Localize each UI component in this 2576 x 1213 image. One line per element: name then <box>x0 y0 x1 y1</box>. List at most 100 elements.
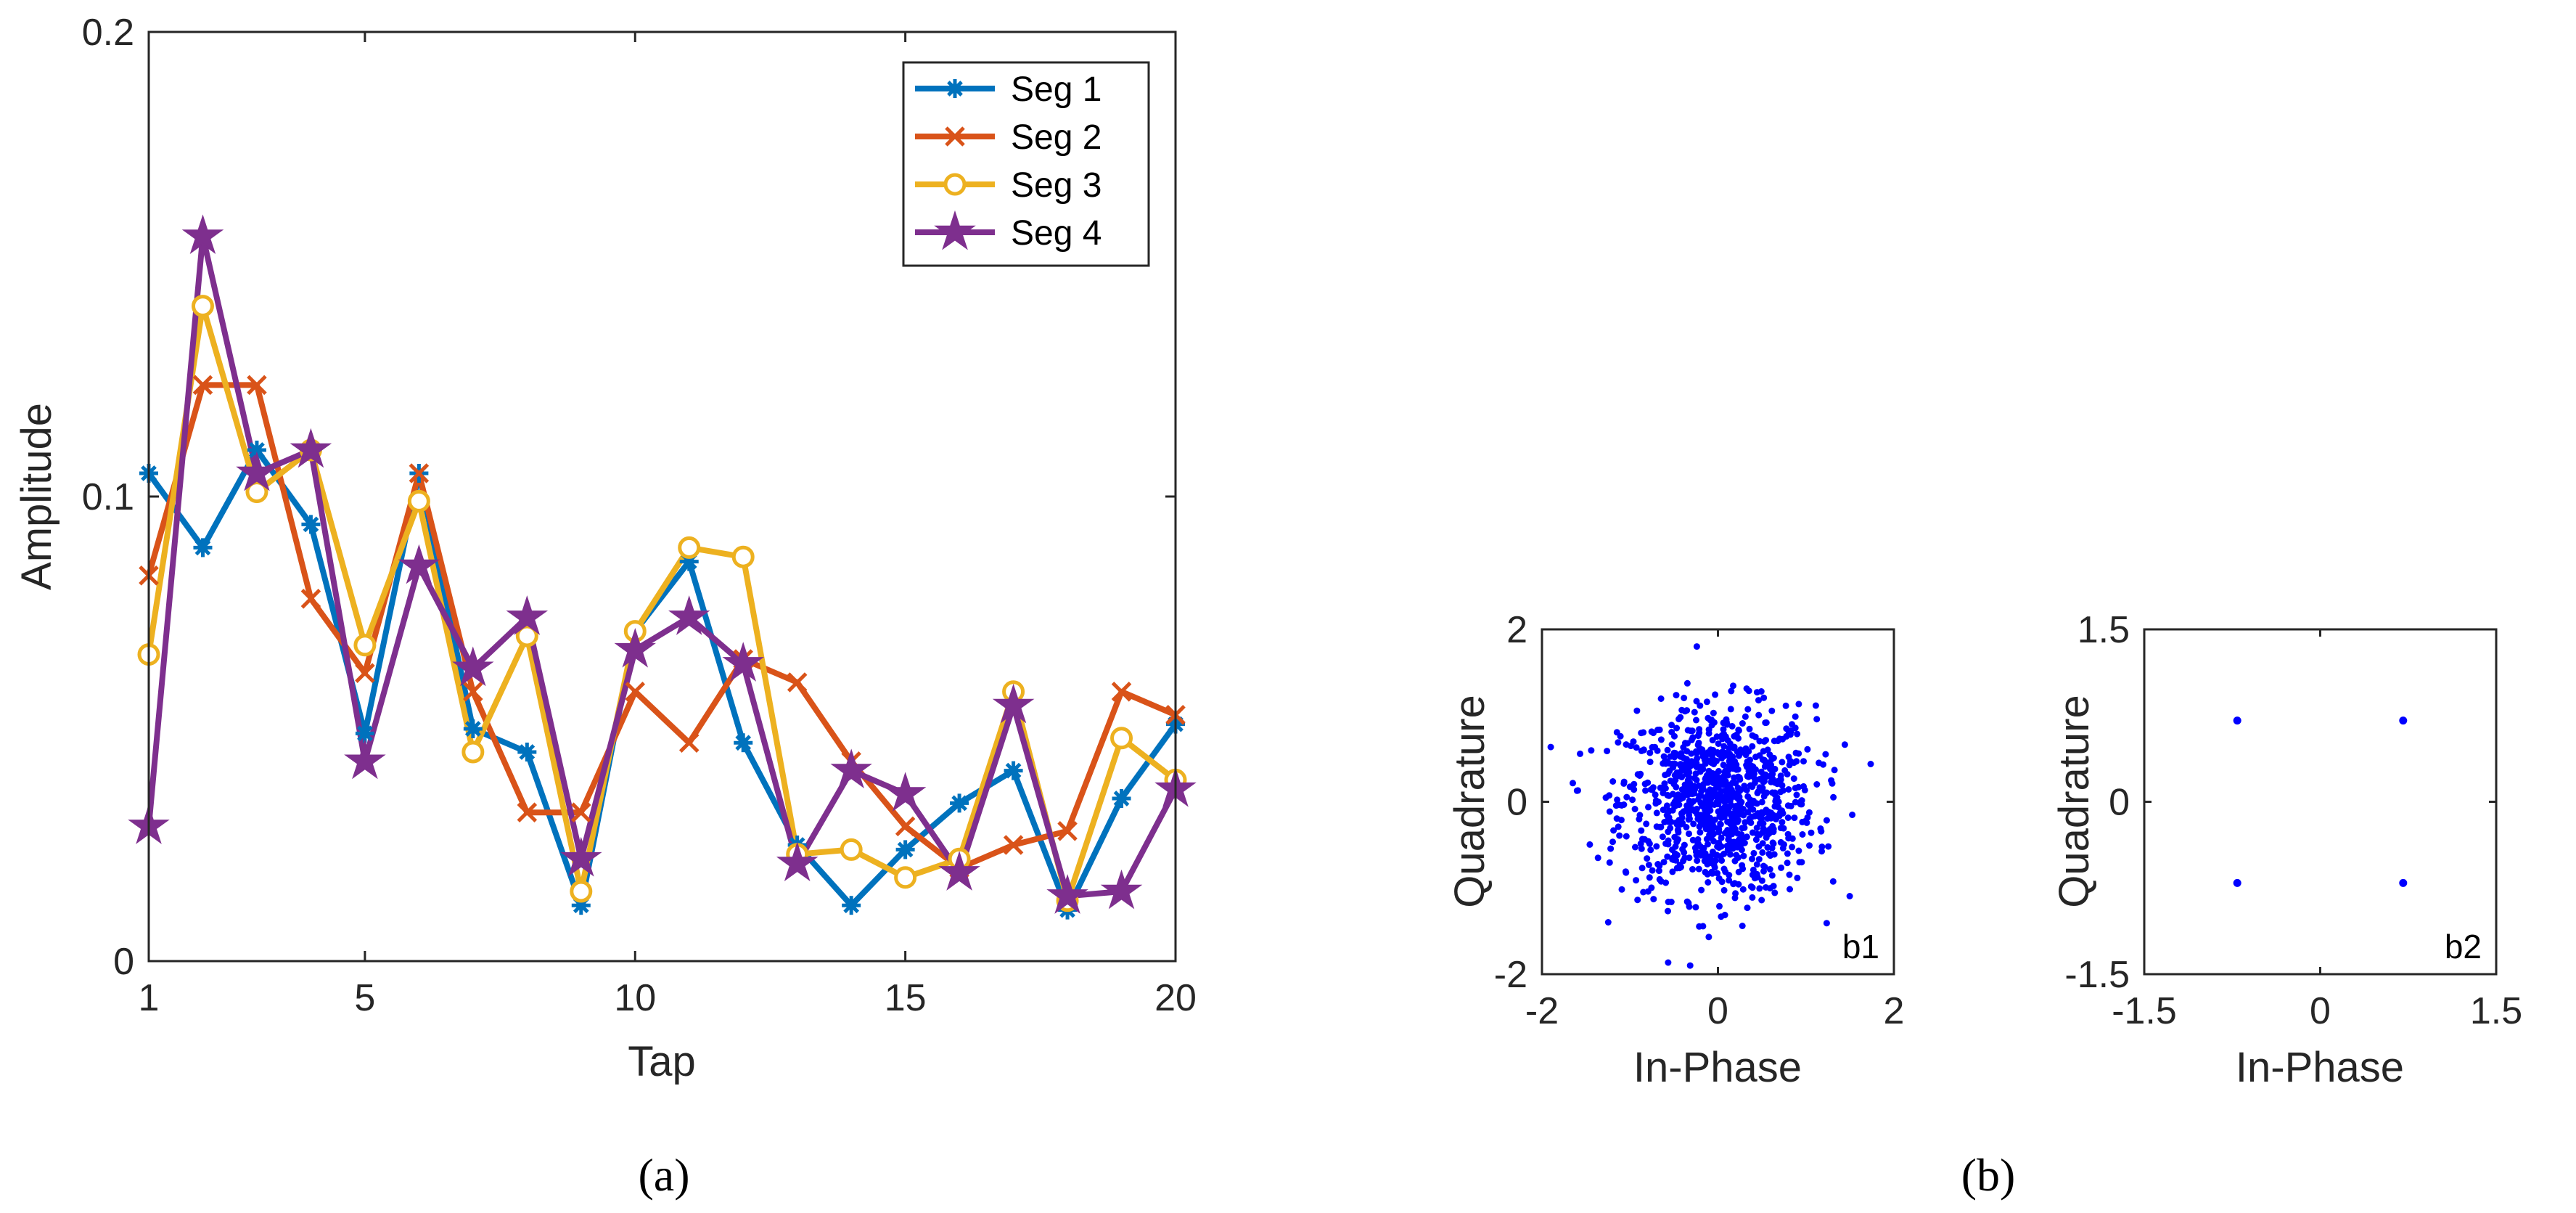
b1-point <box>1637 770 1644 777</box>
a-series-1-point <box>463 719 483 738</box>
a-series-2-point <box>409 463 430 483</box>
a-series-2-point-stroke <box>247 375 267 396</box>
b1-point <box>1686 830 1692 838</box>
panel-b1-axes-box <box>1541 628 1895 976</box>
b1-point <box>1794 874 1801 881</box>
b1-point <box>1763 719 1770 726</box>
a-series-1-point-core <box>197 542 208 553</box>
b1-point <box>1768 872 1776 879</box>
b1-point <box>1804 814 1811 821</box>
b1-point <box>1673 851 1681 859</box>
b1-point <box>1733 851 1740 859</box>
b1-point <box>1657 823 1665 830</box>
b1-point <box>1771 889 1779 897</box>
b1-point <box>1669 868 1676 875</box>
b1-point <box>1781 841 1787 848</box>
b1-point <box>1726 782 1734 789</box>
b1-point <box>1818 828 1825 835</box>
b1-point <box>1693 764 1700 771</box>
b1-point <box>1753 861 1760 868</box>
b1-point <box>1709 870 1716 877</box>
a-series-3-point <box>840 838 863 861</box>
panel-b2-axes-box <box>2143 628 2498 976</box>
b1-point <box>1699 818 1707 825</box>
b1-point <box>1638 865 1646 872</box>
b1-point <box>1697 702 1704 709</box>
b1-point <box>1620 778 1628 785</box>
b1-point <box>1704 856 1710 863</box>
b1-point <box>1758 877 1765 884</box>
b1-point <box>1734 795 1742 802</box>
b1-point <box>1787 886 1793 893</box>
b1-point <box>1694 836 1702 843</box>
b1-point <box>1710 838 1718 845</box>
b1-point <box>1612 802 1620 809</box>
b1-point <box>1784 850 1791 857</box>
b1-point <box>1776 735 1783 743</box>
b1-point <box>1801 786 1808 793</box>
b1-point <box>1650 896 1657 903</box>
a-series-4-point <box>992 683 1035 724</box>
a-series-2-point <box>571 802 591 822</box>
b1-point <box>1846 893 1853 899</box>
b1-point <box>1604 919 1612 926</box>
b1-point <box>1730 682 1736 690</box>
b1-point <box>1778 864 1785 871</box>
a-series-1-point <box>895 840 915 859</box>
b1-point <box>1726 762 1733 769</box>
b1-point <box>1786 871 1793 878</box>
panel-b2-tag: b2 <box>2445 928 2482 965</box>
b1-point <box>1795 701 1802 708</box>
b1-point <box>1680 785 1687 793</box>
b1-point <box>1813 716 1821 723</box>
b1-point <box>1731 743 1738 751</box>
panel-a-axes-box <box>147 30 1177 963</box>
panel-a-xlabel: Tap <box>628 1038 696 1085</box>
b1-point <box>1769 770 1776 777</box>
b1-point <box>1722 777 1729 785</box>
b1-point <box>1795 847 1802 854</box>
b1-point <box>1675 716 1683 723</box>
b1-point <box>1715 740 1722 747</box>
b1-point <box>1638 747 1645 754</box>
a-series-2-point-stroke <box>1057 821 1078 841</box>
b1-point <box>1718 834 1725 841</box>
b1-point <box>1649 867 1656 874</box>
b1-point <box>1665 809 1672 816</box>
b1-point <box>1620 801 1628 808</box>
b1-point <box>1634 897 1641 904</box>
b1-point <box>1731 880 1739 887</box>
b1-point <box>1804 746 1811 753</box>
b1-point <box>1724 818 1731 825</box>
b1-point <box>1693 851 1700 859</box>
b1-point <box>1749 829 1756 836</box>
a-ytick-label: 0 <box>113 941 134 983</box>
b1-point <box>1606 792 1613 799</box>
a-series-1-point <box>247 441 266 460</box>
b1-point <box>1761 777 1768 785</box>
b1-point <box>1735 868 1742 875</box>
a-series-2-point <box>517 802 538 822</box>
b1-point <box>1794 730 1801 738</box>
b1-point <box>1705 730 1712 737</box>
b1-point <box>1733 815 1740 822</box>
b1-point <box>1695 865 1702 873</box>
b1-point <box>1710 859 1717 866</box>
b1-point <box>1756 738 1763 745</box>
b1-point <box>1780 825 1787 832</box>
a-series-2-point-stroke <box>571 802 591 822</box>
a-legend-swatch-marker-core <box>950 83 960 94</box>
b1-point <box>1712 691 1719 698</box>
a-ytick-label: 0.1 <box>82 476 134 518</box>
b1-point <box>1734 766 1742 773</box>
panel-b1-tick-labels: -2 0 2 -2 0 2 <box>1494 609 1905 1032</box>
a-series-1-point-core <box>575 900 586 911</box>
a-series-2-point-stroke <box>895 816 916 837</box>
b1-point <box>1755 711 1763 719</box>
a-series-1-point-core <box>1116 793 1127 804</box>
b1-point <box>1594 854 1601 862</box>
b1-point <box>1739 806 1747 812</box>
b1-point <box>1709 751 1716 759</box>
b1-point <box>1820 761 1826 768</box>
a-series-2-point-stroke <box>409 463 430 483</box>
